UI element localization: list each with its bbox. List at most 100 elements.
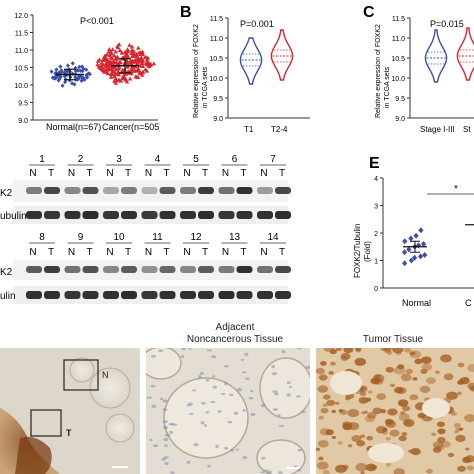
adjacent-nucleus [242,408,246,412]
blot-band [180,211,196,219]
tumor-stained-cell [425,468,433,474]
panel-a-point-normal [70,71,75,76]
adjacent-nucleus [224,446,229,450]
panel-a-point-cancer [129,71,134,76]
panel-a-point-cancer [127,76,133,81]
tumor-stained-cell [453,422,461,428]
panel-a-point-cancer [111,58,117,63]
adjacent-nucleus [215,444,219,449]
tumor-stained-cell [421,363,433,371]
panel-a-point-normal [56,78,61,83]
panel-a-point-cancer [124,50,129,55]
panel-e-significance: * [454,184,458,195]
panel-e-tick-label: 1 [374,259,378,266]
lane-number: 6 [232,154,238,165]
panel-a-point-normal [76,75,81,81]
blot-band [257,211,273,219]
adjacent-nucleus [188,348,192,350]
panel-a-y-ticks: 12.0 11.5 11.0 10.5 10.0 9.5 9.0 [14,13,33,125]
panel-a-point-cancer [143,61,149,66]
panel-a-point-cancer [132,67,137,72]
blot-foxk2-top-bands [26,187,291,194]
panel-c-axes [409,18,474,119]
blot-tubulin-top-bands [26,211,291,219]
tumor-stained-cell [316,461,329,470]
panel-a-point-cancer [131,49,137,54]
row-label-foxk2-top: K2 [0,188,13,199]
adjacent-nucleus [150,384,156,388]
panel-a-point-normal [60,83,65,88]
violin-outline [239,37,263,85]
panel-b-violins [239,29,294,85]
panel-f-adjacent-title: Adjacent Noncancerous Tissue [165,322,305,346]
adjacent-nucleus [281,350,286,354]
tumor-stained-cell [389,429,400,437]
blot-band [257,266,273,273]
tumor-stained-cell [401,431,408,436]
panel-a-point-cancer [145,60,151,65]
adjacent-nucleus [170,471,175,474]
adjacent-nucleus [244,352,249,356]
adjacent-nucleus [261,456,266,460]
blot-band [103,291,119,299]
panel-b-axes [227,18,310,119]
panel-a-point-cancer [135,66,141,71]
adjacent-nucleus [277,414,281,417]
panel-b-ylabel-2: in TCGA sets [202,66,209,108]
adjacent-nucleus [236,388,243,392]
tumor-stained-cell [457,465,466,472]
panel-a-point-cancer [123,76,128,81]
tumor-stained-cell [322,469,331,474]
tumor-stained-cell [340,352,351,360]
tumor-stained-cell [331,409,336,414]
adjacent-nucleus [164,461,169,466]
histology-adjacent-image [146,348,310,474]
blot-band [141,187,158,194]
panel-a-point-cancer [111,65,116,70]
tumor-stained-cell [374,374,381,379]
panel-a-point-normal [59,68,64,73]
panel-a-point-cancer [108,55,114,60]
tumor-stained-cell [385,420,397,428]
blot-band [44,187,60,194]
tumor-stained-cell [447,452,455,458]
tumor-stained-cell [380,348,387,351]
lane-t-label: T [202,168,208,179]
adjacent-nucleus [180,355,185,359]
tumor-stained-cell [386,350,393,355]
lane-number: 5 [193,154,199,165]
tumor-stained-cell [363,410,368,414]
panel-a-point-cancer [123,54,128,59]
panel-b-label-t24: T2-4 [271,125,288,134]
adjacent-nucleus [211,375,216,378]
tumor-stained-cell [347,409,360,418]
adjacent-nucleus [248,396,254,400]
lane-number: 9 [78,232,84,243]
blot-band [198,266,214,273]
panel-b-pvalue: P=0.001 [240,19,274,29]
tumor-stained-cell [322,394,331,400]
scale-bar [112,466,128,468]
adjacent-nucleus [296,348,303,350]
panel-a-tick-label: 10.5 [14,66,28,73]
tumor-stained-cell [330,361,336,366]
lane-t-label: T [48,168,54,179]
panel-b-letter: B [180,4,192,21]
panel-a-point-cancer [125,64,130,69]
panel-a-point-normal [77,64,82,70]
lane-n-label: N [106,247,113,258]
adjacent-nucleus [163,444,169,447]
tumor-stained-cell [400,411,406,415]
lane-t-label: T [125,247,131,258]
panel-a-point-cancer [151,61,157,66]
panel-a-point-cancer [142,55,148,60]
blot-band [275,211,291,219]
adjacent-nucleus [193,443,199,447]
blot-band [198,291,214,299]
panel-a-point-cancer [127,42,132,47]
panel-a-point-cancer [116,66,121,71]
panel-e-point-normal [418,227,424,234]
adjacent-nucleus [151,404,157,408]
